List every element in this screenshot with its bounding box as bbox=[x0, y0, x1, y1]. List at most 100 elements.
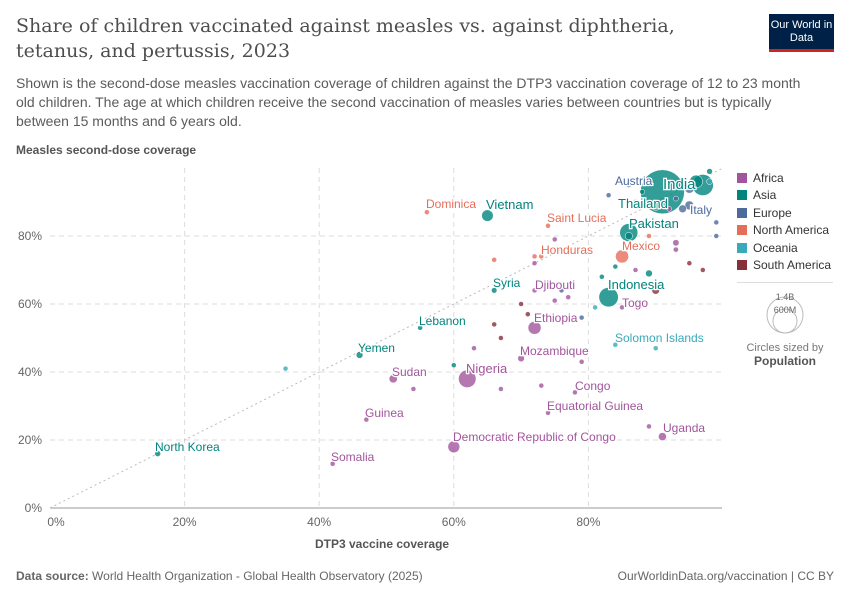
point-country[interactable] bbox=[632, 267, 639, 273]
y-tick-label: 40% bbox=[18, 365, 42, 379]
point-label: Somalia bbox=[331, 450, 375, 464]
point-label: Democratic Republic of Congo bbox=[453, 430, 616, 444]
y-tick-label: 20% bbox=[18, 433, 42, 447]
point-country[interactable] bbox=[282, 365, 289, 372]
point-country[interactable] bbox=[558, 287, 565, 294]
point-country[interactable] bbox=[706, 168, 713, 175]
point-country[interactable] bbox=[673, 246, 679, 253]
point-saint-lucia[interactable] bbox=[545, 223, 551, 229]
point-country[interactable] bbox=[578, 359, 585, 365]
y-tick-label: 60% bbox=[18, 297, 42, 311]
point-country[interactable] bbox=[565, 294, 571, 300]
point-yemen[interactable] bbox=[355, 351, 364, 359]
point-honduras[interactable] bbox=[538, 253, 545, 260]
point-country[interactable] bbox=[491, 257, 497, 263]
y-tick-label: 80% bbox=[18, 229, 42, 243]
point-country[interactable] bbox=[678, 204, 687, 213]
point-syria[interactable] bbox=[491, 287, 498, 294]
point-dominica[interactable] bbox=[424, 209, 430, 215]
point-label: Mexico bbox=[622, 239, 660, 253]
point-somalia[interactable] bbox=[329, 461, 336, 467]
source-link[interactable]: OurWorldinData.org/vaccination | CC BY bbox=[617, 569, 834, 583]
point-country[interactable] bbox=[612, 263, 619, 270]
point-north-korea[interactable] bbox=[154, 450, 161, 457]
point-indonesia[interactable] bbox=[598, 287, 619, 308]
y-axis-label: Measles second-dose coverage bbox=[16, 143, 197, 157]
point-country[interactable] bbox=[646, 233, 652, 239]
point-mozambique[interactable] bbox=[517, 354, 525, 362]
point-country[interactable] bbox=[531, 260, 538, 266]
point-country[interactable] bbox=[498, 386, 504, 392]
point-country[interactable] bbox=[451, 362, 457, 368]
point-label: Togo bbox=[622, 296, 648, 310]
point-guinea[interactable] bbox=[363, 416, 370, 423]
point-country[interactable] bbox=[518, 301, 524, 307]
point-country[interactable] bbox=[713, 219, 720, 226]
point-democratic-republic-of-congo[interactable] bbox=[447, 440, 461, 454]
point-solomon-islands[interactable] bbox=[612, 342, 619, 348]
point-thailand[interactable] bbox=[650, 200, 661, 211]
point-country[interactable] bbox=[700, 267, 706, 273]
x-tick-label: 80% bbox=[576, 515, 600, 529]
point-mexico[interactable] bbox=[615, 249, 629, 264]
data-source-text[interactable]: World Health Organization - Global Healt… bbox=[92, 569, 423, 583]
point-country[interactable] bbox=[578, 314, 585, 321]
point-togo[interactable] bbox=[619, 304, 625, 311]
point-country[interactable] bbox=[706, 178, 713, 185]
reference-line bbox=[49, 167, 724, 509]
point-country[interactable] bbox=[552, 297, 558, 304]
point-sudan[interactable] bbox=[388, 374, 398, 384]
point-congo[interactable] bbox=[572, 389, 578, 396]
point-djibouti[interactable] bbox=[531, 287, 538, 294]
legend-swatch bbox=[737, 207, 747, 218]
point-country[interactable] bbox=[498, 335, 504, 341]
point-country[interactable] bbox=[639, 189, 645, 195]
point-country[interactable] bbox=[713, 233, 720, 239]
point-uganda[interactable] bbox=[658, 432, 667, 441]
owid-logo[interactable]: Our World in Data bbox=[769, 14, 834, 52]
point-country[interactable] bbox=[491, 321, 497, 328]
point-label: Honduras bbox=[541, 243, 593, 257]
point-country[interactable] bbox=[666, 206, 672, 212]
point-country[interactable] bbox=[684, 183, 695, 194]
point-austria[interactable] bbox=[626, 182, 632, 188]
legend-swatch bbox=[737, 190, 747, 201]
legend-item[interactable]: Europe bbox=[737, 204, 831, 222]
legend-item[interactable]: South America bbox=[737, 257, 831, 275]
data-source: Data source: World Health Organization -… bbox=[16, 569, 423, 583]
point-country[interactable] bbox=[538, 382, 545, 389]
point-country[interactable] bbox=[552, 236, 558, 243]
legend-label: Asia bbox=[753, 188, 777, 203]
legend-item[interactable]: Asia bbox=[737, 187, 831, 205]
point-country[interactable] bbox=[531, 253, 538, 260]
point-ethiopia[interactable] bbox=[527, 321, 542, 335]
point-country[interactable] bbox=[599, 274, 605, 280]
point-country[interactable] bbox=[673, 195, 679, 202]
point-country[interactable] bbox=[645, 269, 653, 278]
point-lebanon[interactable] bbox=[417, 325, 423, 331]
point-country[interactable] bbox=[592, 304, 598, 311]
point-country[interactable] bbox=[605, 192, 612, 198]
legend-item[interactable]: North America bbox=[737, 222, 831, 240]
point-label: Austria bbox=[615, 174, 653, 188]
point-vietnam[interactable] bbox=[481, 209, 494, 222]
x-axis-label: DTP3 vaccine coverage bbox=[315, 537, 450, 551]
point-country[interactable] bbox=[410, 386, 417, 392]
point-country[interactable] bbox=[672, 239, 680, 247]
point-country[interactable] bbox=[651, 286, 660, 295]
point-country[interactable] bbox=[471, 345, 477, 351]
point-label: Vietnam bbox=[486, 197, 533, 212]
point-label: Mozambique bbox=[520, 344, 589, 358]
legend-item[interactable]: Africa bbox=[737, 169, 831, 187]
point-country[interactable] bbox=[632, 199, 639, 205]
point-country[interactable] bbox=[646, 423, 652, 430]
point-label: Thailand bbox=[618, 196, 668, 211]
point-country[interactable] bbox=[686, 260, 693, 266]
point-country[interactable] bbox=[624, 232, 633, 240]
point-country[interactable] bbox=[652, 345, 659, 351]
legend-item[interactable]: Oceania bbox=[737, 239, 831, 257]
point-nigeria[interactable] bbox=[458, 369, 477, 388]
point-country[interactable] bbox=[525, 311, 531, 317]
point-equatorial-guinea[interactable] bbox=[545, 410, 551, 416]
chart-title: Share of children vaccinated against mea… bbox=[16, 15, 675, 62]
